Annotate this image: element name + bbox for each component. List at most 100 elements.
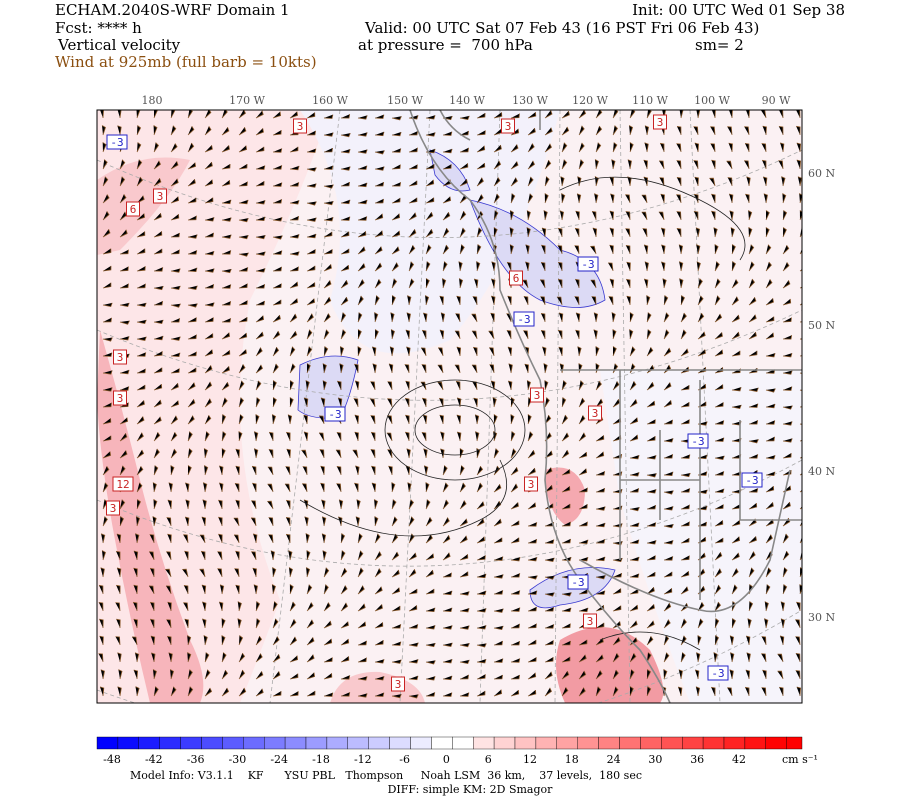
wind-barb — [252, 533, 258, 544]
wind-barb — [238, 110, 247, 119]
wind-barb — [153, 399, 162, 408]
colorbar-swatch — [493, 736, 516, 750]
wind-barb — [170, 161, 179, 170]
wind-barb — [323, 216, 334, 222]
wind-barb — [204, 145, 213, 153]
wind-barb — [526, 380, 531, 391]
wind-barb — [525, 244, 530, 255]
wind-barb — [578, 521, 588, 527]
title: ECHAM.2040S-WRF Domain 1 — [55, 1, 290, 19]
wind-barb — [459, 692, 470, 697]
wind-barb — [221, 350, 231, 357]
wind-barb — [221, 127, 230, 136]
colorbar-tick-label: -18 — [312, 753, 330, 766]
wind-barb — [372, 363, 377, 374]
wind-barb — [306, 363, 311, 374]
wind-barb — [187, 465, 192, 476]
wind-barb — [323, 567, 330, 578]
wind-barb — [709, 177, 716, 187]
wind-barb — [306, 654, 315, 663]
wind-barb — [625, 194, 631, 204]
wind-barb — [221, 301, 232, 306]
wind-barb — [476, 536, 486, 544]
wind-barb — [149, 534, 155, 544]
wind-barb — [442, 148, 453, 154]
wind-barb — [795, 636, 801, 646]
wind-barb — [425, 197, 435, 204]
wind-barb — [714, 537, 724, 544]
wind-barb — [306, 282, 316, 289]
wind-barb — [578, 415, 586, 425]
wind-barb — [303, 397, 309, 408]
wind-barb — [489, 364, 495, 374]
wind-barb — [695, 227, 701, 238]
colorbar-tick-label: 12 — [523, 753, 537, 766]
wind-barb — [459, 659, 470, 665]
wind-barb — [476, 227, 483, 238]
wind-barb — [199, 534, 206, 544]
wind-barb — [272, 671, 281, 680]
wind-barb — [289, 266, 299, 272]
wind-barb — [659, 160, 665, 170]
wind-barb — [663, 588, 673, 595]
wind-barb — [136, 159, 143, 170]
wind-barb — [745, 686, 750, 696]
wind-barb — [272, 618, 279, 629]
wind-barb — [272, 691, 282, 697]
colorbar-tick-label: 24 — [607, 753, 621, 766]
wind-barb — [541, 227, 547, 238]
wind-barb — [425, 588, 435, 595]
wind-barb — [459, 500, 467, 510]
wind-barb — [391, 641, 402, 646]
wind-barb — [491, 261, 496, 272]
wind-barb — [491, 278, 496, 289]
longitude-label: 90 W — [762, 94, 791, 107]
wind-barb — [612, 605, 622, 612]
wind-barb — [338, 499, 344, 510]
wind-barb — [762, 176, 768, 187]
wind-barb — [136, 352, 147, 357]
colorbar-tick-label: 30 — [648, 753, 662, 766]
wind-barb — [405, 397, 410, 407]
wind-barb — [680, 537, 690, 544]
wind-barb — [558, 227, 563, 237]
wind-barb — [676, 194, 682, 204]
wind-barb — [510, 144, 519, 153]
wind-barb — [473, 346, 478, 357]
wind-barb — [782, 386, 793, 391]
wind-barb — [595, 575, 606, 580]
contour-label-box — [391, 676, 405, 692]
wind-barb — [185, 482, 190, 493]
wind-barb — [166, 551, 172, 561]
wind-barb — [354, 380, 360, 391]
wind-barb — [559, 210, 565, 221]
wind-barb — [170, 143, 178, 153]
wind-barb — [731, 244, 736, 255]
wind-barb — [609, 244, 614, 255]
wind-barb — [472, 296, 478, 306]
wind-barb — [305, 380, 310, 391]
wind-barb — [595, 451, 605, 459]
wind-barb — [476, 518, 485, 527]
wind-barb — [578, 607, 589, 613]
wind-barb — [458, 261, 463, 272]
contour-label-box — [112, 476, 134, 492]
colorbar-swatch — [556, 736, 578, 750]
colorbar-swatch — [535, 736, 558, 750]
wind-barb — [237, 618, 242, 629]
wind-barb — [153, 267, 164, 272]
wind-barb — [101, 125, 106, 136]
wind-barb — [527, 467, 536, 476]
wind-barb — [459, 178, 468, 187]
wind-barb — [204, 161, 213, 170]
contour-label-box — [126, 201, 140, 217]
wind-barb — [595, 471, 606, 476]
colorbar-tick-label: -24 — [270, 753, 288, 766]
wind-barb — [730, 227, 735, 238]
wind-barb — [629, 312, 634, 323]
wind-barb — [136, 384, 146, 391]
wind-barb — [287, 414, 293, 425]
wind-barb — [136, 213, 146, 221]
wind-barb — [136, 465, 144, 476]
